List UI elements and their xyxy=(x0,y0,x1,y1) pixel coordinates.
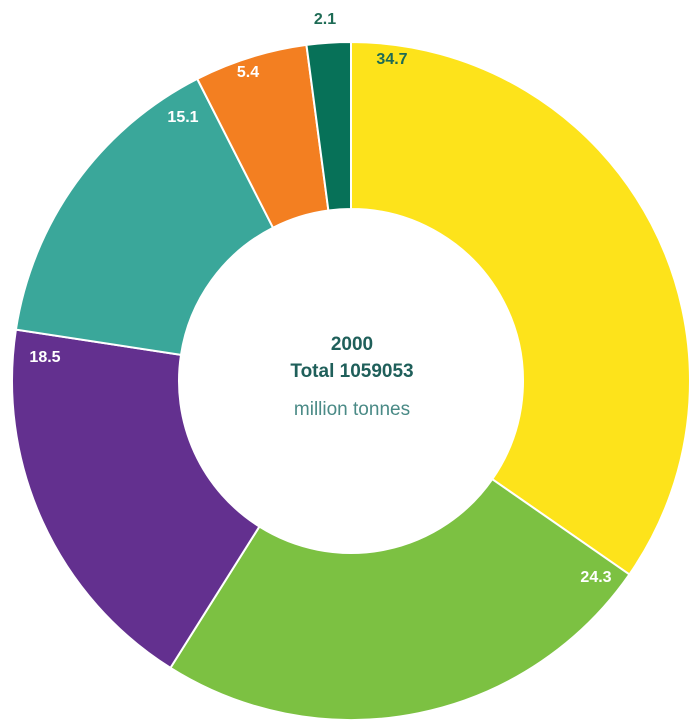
donut-slice xyxy=(305,40,352,212)
slices xyxy=(11,40,691,721)
donut-slice xyxy=(11,328,261,670)
slice-label: 5.4 xyxy=(237,64,259,81)
donut-slice xyxy=(14,77,275,357)
center-year: 2000 xyxy=(331,334,373,355)
slice-label: 2.1 xyxy=(314,11,336,28)
slice-label: 24.3 xyxy=(580,569,611,586)
slice-label: 34.7 xyxy=(376,51,407,68)
center-total: Total 1059053 xyxy=(290,361,413,382)
slice-label: 18.5 xyxy=(29,349,60,366)
donut-slice xyxy=(350,40,691,576)
center-unit: million tonnes xyxy=(294,399,410,420)
slice-label: 15.1 xyxy=(167,109,198,126)
donut-slice xyxy=(169,477,631,721)
